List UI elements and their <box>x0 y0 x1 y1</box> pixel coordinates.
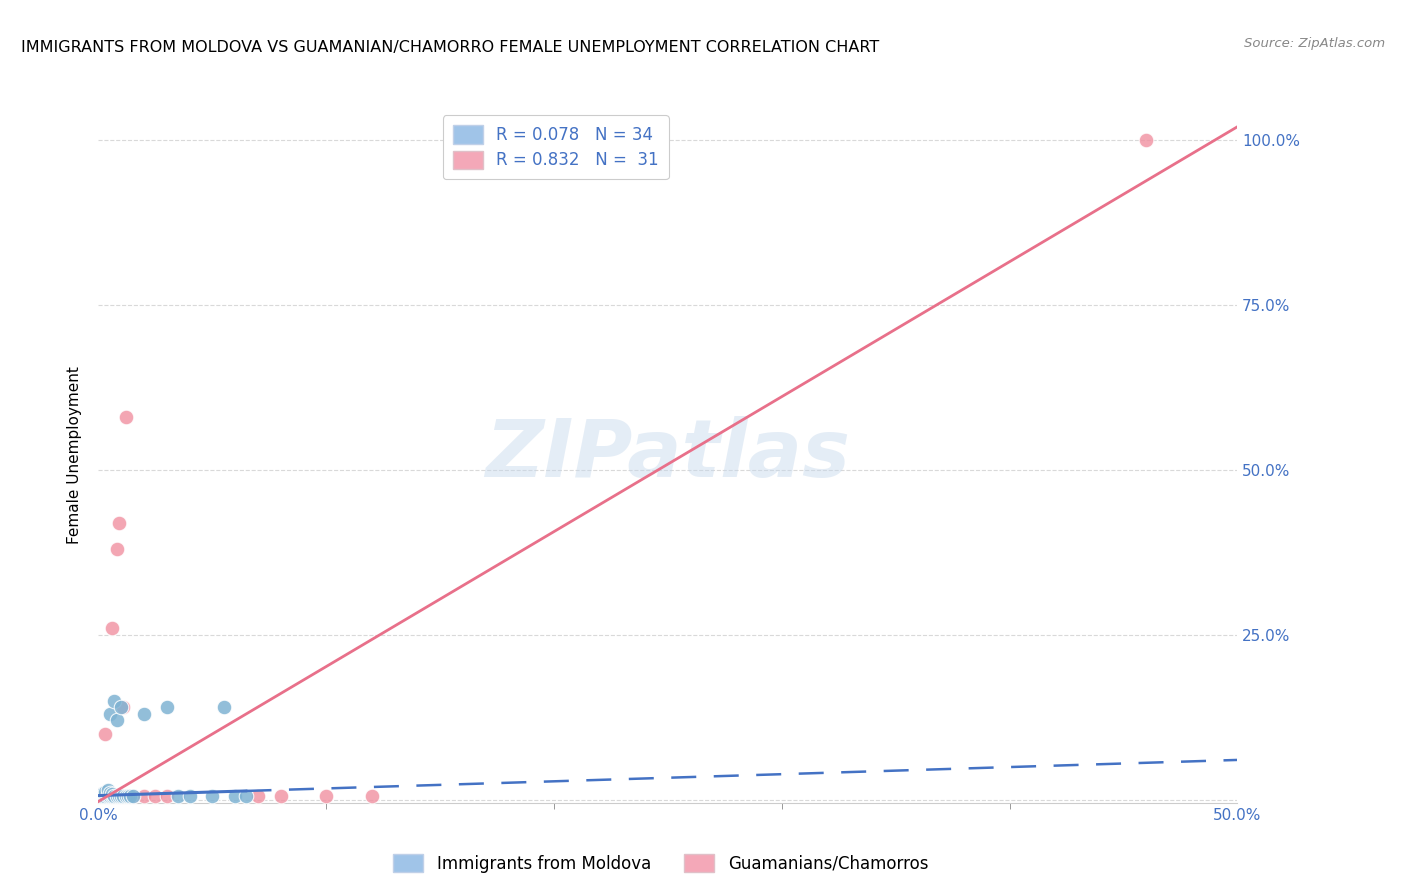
Point <box>156 789 179 804</box>
Point <box>212 700 235 714</box>
Point <box>270 789 292 804</box>
Point <box>360 789 382 804</box>
Point <box>105 789 128 804</box>
Point <box>94 787 117 801</box>
Point <box>101 789 124 804</box>
Point <box>101 789 124 804</box>
Point <box>103 789 125 804</box>
Point <box>121 789 143 804</box>
Point <box>114 409 136 424</box>
Point <box>179 789 201 804</box>
Point <box>224 789 246 804</box>
Point <box>112 700 135 714</box>
Point <box>167 789 190 804</box>
Point <box>94 789 117 804</box>
Point <box>90 789 112 804</box>
Point <box>132 789 155 804</box>
Point <box>105 789 128 804</box>
Point <box>91 789 114 804</box>
Point <box>94 726 117 740</box>
Point <box>91 789 114 804</box>
Point <box>103 789 125 804</box>
Point <box>120 789 142 804</box>
Point <box>96 782 118 797</box>
Point <box>91 786 114 800</box>
Point <box>1135 133 1157 147</box>
Point <box>156 700 179 714</box>
Y-axis label: Female Unemployment: Female Unemployment <box>67 366 83 544</box>
Point <box>110 789 132 804</box>
Point <box>98 706 121 721</box>
Point <box>145 789 167 804</box>
Point <box>105 714 128 728</box>
Text: ZIPatlas: ZIPatlas <box>485 416 851 494</box>
Point <box>94 784 117 798</box>
Point <box>132 706 155 721</box>
Point <box>117 789 139 804</box>
Point <box>108 516 131 530</box>
Point <box>117 789 139 804</box>
Point <box>96 789 118 804</box>
Point <box>110 700 132 714</box>
Point <box>114 789 136 804</box>
Point <box>98 789 121 804</box>
Point <box>108 789 131 804</box>
Point <box>96 789 118 804</box>
Point <box>91 789 114 804</box>
Point <box>101 621 124 635</box>
Text: Source: ZipAtlas.com: Source: ZipAtlas.com <box>1244 37 1385 51</box>
Point <box>235 789 257 804</box>
Point <box>103 693 125 707</box>
Point <box>246 789 269 804</box>
Point <box>110 789 132 804</box>
Point <box>315 789 337 804</box>
Point <box>98 789 121 804</box>
Legend: Immigrants from Moldova, Guamanians/Chamorros: Immigrants from Moldova, Guamanians/Cham… <box>387 847 935 880</box>
Point <box>108 789 131 804</box>
Point <box>98 789 121 804</box>
Point <box>105 541 128 556</box>
Point <box>201 789 224 804</box>
Point <box>96 787 118 801</box>
Legend: R = 0.078   N = 34, R = 0.832   N =  31: R = 0.078 N = 34, R = 0.832 N = 31 <box>443 115 669 179</box>
Point <box>121 789 143 804</box>
Point <box>98 786 121 800</box>
Point <box>101 787 124 801</box>
Point <box>96 789 118 804</box>
Point <box>94 789 117 804</box>
Point <box>103 789 125 804</box>
Point <box>90 789 112 804</box>
Point <box>112 789 135 804</box>
Point <box>110 789 132 804</box>
Text: IMMIGRANTS FROM MOLDOVA VS GUAMANIAN/CHAMORRO FEMALE UNEMPLOYMENT CORRELATION CH: IMMIGRANTS FROM MOLDOVA VS GUAMANIAN/CHA… <box>21 40 879 55</box>
